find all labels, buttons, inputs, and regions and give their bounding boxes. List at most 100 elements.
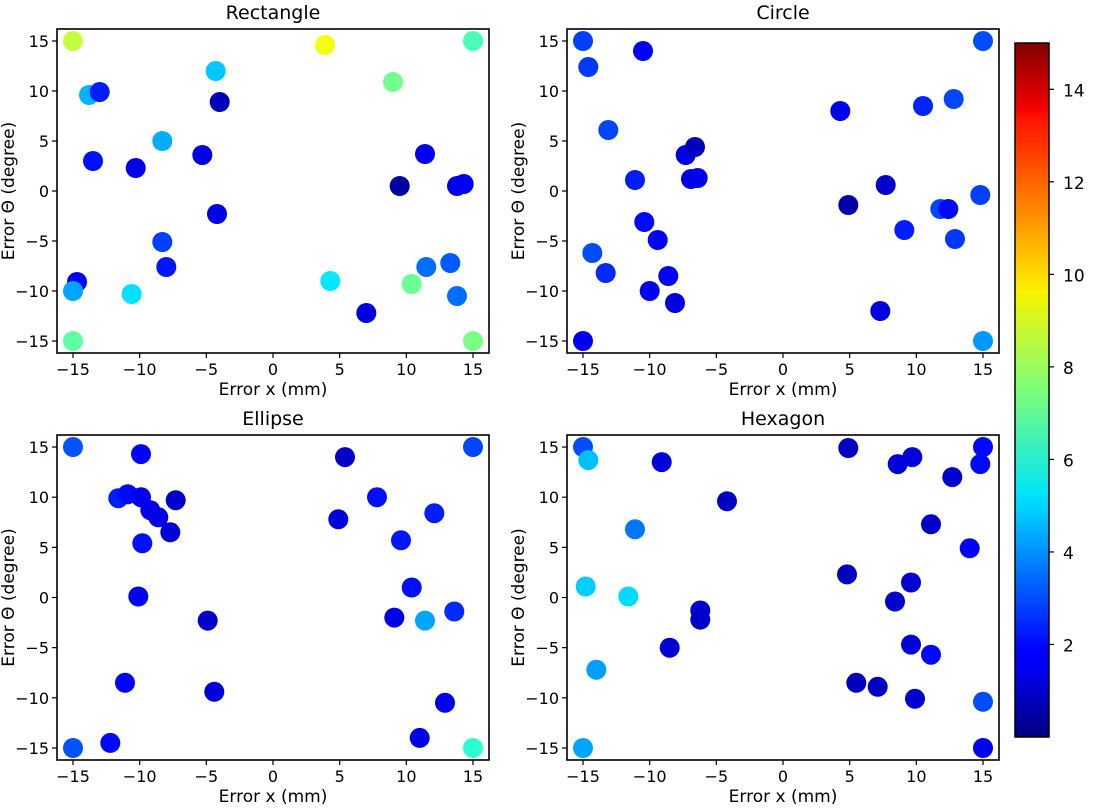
- x-tick-label: −10: [123, 767, 157, 786]
- x-tick-label: −5: [195, 767, 219, 786]
- data-point: [685, 137, 705, 157]
- y-tick-label: −5: [535, 639, 559, 658]
- data-point: [132, 533, 153, 554]
- x-tick-label: −10: [123, 360, 157, 379]
- data-point: [867, 676, 888, 697]
- y-tick-label: 15: [539, 32, 559, 51]
- colorbar-tick-label: 6: [1063, 451, 1074, 471]
- x-tick-label: 10: [396, 360, 416, 379]
- data-point: [83, 151, 103, 171]
- data-point: [573, 331, 593, 351]
- data-point: [598, 120, 619, 140]
- data-point: [885, 591, 905, 612]
- y-axis-label: Error Θ (degree): [0, 528, 19, 666]
- data-point: [63, 738, 83, 758]
- x-tick-label: 10: [396, 767, 416, 786]
- data-point: [921, 644, 941, 665]
- y-tick-label: 10: [29, 488, 49, 507]
- data-point: [573, 31, 593, 51]
- x-tick-label: 15: [463, 360, 483, 379]
- data-point: [905, 688, 925, 709]
- data-point: [838, 438, 859, 458]
- data-point: [837, 564, 857, 585]
- x-tick-label: 0: [268, 767, 278, 786]
- data-point: [875, 175, 896, 195]
- data-point: [463, 738, 483, 758]
- y-tick-label: 0: [549, 182, 559, 201]
- y-axis-label: Error Θ (degree): [0, 122, 19, 260]
- data-point: [902, 447, 923, 468]
- x-tick-label: −15: [56, 360, 90, 379]
- x-tick-label: −5: [195, 360, 219, 379]
- y-tick-label: 5: [549, 132, 559, 151]
- colorbar-tick-label: 12: [1063, 174, 1085, 194]
- data-point: [913, 96, 933, 116]
- data-point: [447, 286, 467, 306]
- data-point: [578, 57, 599, 77]
- data-point: [901, 634, 921, 655]
- colorbar-tick-label: 4: [1063, 544, 1074, 564]
- y-tick-label: −15: [525, 332, 559, 351]
- chart-title: Circle: [756, 2, 809, 24]
- x-tick-label: 15: [463, 767, 483, 786]
- axes-frame: [56, 434, 490, 761]
- data-point: [315, 35, 335, 55]
- y-tick-label: 5: [39, 132, 49, 151]
- data-point: [901, 572, 921, 593]
- points-ellipse: [63, 437, 483, 758]
- data-point: [578, 450, 599, 471]
- x-axis-label: Error x (mm): [219, 380, 328, 400]
- x-tick-label: −15: [566, 360, 600, 379]
- data-point: [165, 490, 186, 511]
- x-tick-label: −15: [566, 767, 600, 786]
- points-rectangle: [63, 31, 483, 351]
- y-tick-label: 0: [549, 589, 559, 608]
- data-point: [440, 253, 461, 273]
- data-point: [647, 230, 668, 250]
- data-point: [401, 274, 422, 294]
- data-point: [197, 610, 218, 631]
- data-point: [63, 331, 83, 351]
- x-tick-label: −10: [633, 360, 667, 379]
- data-point: [435, 692, 455, 713]
- panel-rectangle: −15 −10 −5 0 5 10 15 −15 −10 −5 0 5 10 15 Rectangle Err…: [0, 2, 490, 400]
- data-point: [970, 454, 991, 475]
- x-tick-label: 15: [973, 360, 993, 379]
- x-tick-label: 0: [268, 360, 278, 379]
- x-tick-label: 10: [906, 360, 926, 379]
- data-point: [595, 263, 616, 283]
- panel-hexagon: −15 −10 −5 0 5 10 15 −15 −10 −5 0 5 10 15 Hexagon Error…: [509, 408, 1000, 807]
- data-point: [389, 176, 410, 196]
- x-tick-label: 5: [845, 767, 855, 786]
- y-tick-label: −10: [15, 689, 49, 708]
- colorbar-gradient: [1014, 42, 1050, 738]
- data-point: [148, 507, 169, 528]
- data-point: [973, 31, 993, 51]
- data-point: [160, 522, 181, 543]
- chart-title: Hexagon: [741, 408, 825, 430]
- data-point: [320, 271, 341, 291]
- y-tick-label: 5: [549, 538, 559, 557]
- data-point: [152, 131, 173, 151]
- y-tick-label: −10: [525, 282, 559, 301]
- y-tick-label: 10: [539, 488, 559, 507]
- data-point: [870, 301, 891, 321]
- data-point: [687, 168, 708, 188]
- y-tick-label: −5: [25, 232, 49, 251]
- data-point: [383, 72, 403, 92]
- y-tick-label: −5: [535, 232, 559, 251]
- data-point: [63, 281, 83, 301]
- data-point: [973, 331, 993, 351]
- data-point: [63, 31, 83, 51]
- data-point: [639, 281, 660, 301]
- data-point: [453, 174, 474, 194]
- data-point: [391, 530, 411, 551]
- data-point: [717, 491, 737, 512]
- data-point: [463, 331, 483, 351]
- x-axis-label: Error x (mm): [729, 380, 838, 400]
- data-point: [943, 89, 964, 109]
- chart-title: Ellipse: [242, 408, 304, 430]
- y-tick-label: 0: [39, 589, 49, 608]
- x-tick-label: −5: [705, 767, 729, 786]
- x-tick-label: 5: [845, 360, 855, 379]
